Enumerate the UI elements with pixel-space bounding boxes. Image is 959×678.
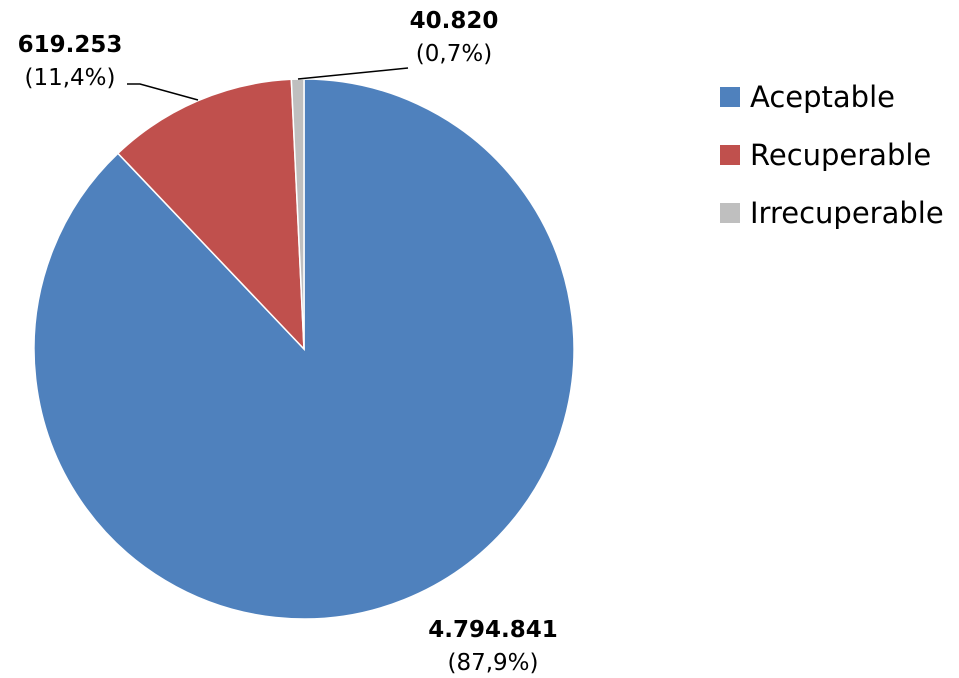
leader-line-recuperable [127, 83, 199, 101]
data-label-value-irrecuperable: 40.820 [410, 8, 499, 34]
legend-label-irrecuperable: Irrecuperable [750, 196, 944, 230]
chart-legend: Aceptable Recuperable Irrecuperable [720, 68, 944, 242]
data-label-percent-irrecuperable: (0,7%) [416, 41, 492, 67]
pie-slice-recuperable [116, 78, 305, 351]
data-label-value-recuperable: 619.253 [18, 32, 123, 58]
legend-swatch-recuperable [720, 145, 740, 165]
legend-item-irrecuperable: Irrecuperable [720, 184, 944, 242]
legend-label-aceptable: Aceptable [750, 80, 895, 114]
legend-label-recuperable: Recuperable [750, 138, 932, 172]
legend-item-recuperable: Recuperable [720, 126, 944, 184]
data-label-percent-recuperable: (11,4%) [24, 65, 115, 91]
legend-swatch-irrecuperable [720, 203, 740, 223]
data-label-percent-aceptable: (87,9%) [447, 650, 538, 676]
leader-line-irrecuperable [297, 67, 409, 80]
pie-slices [33, 78, 575, 620]
legend-swatch-aceptable [720, 87, 740, 107]
legend-item-aceptable: Aceptable [720, 68, 944, 126]
leader-lines [127, 67, 409, 101]
data-label-value-aceptable: 4.794.841 [428, 617, 558, 643]
